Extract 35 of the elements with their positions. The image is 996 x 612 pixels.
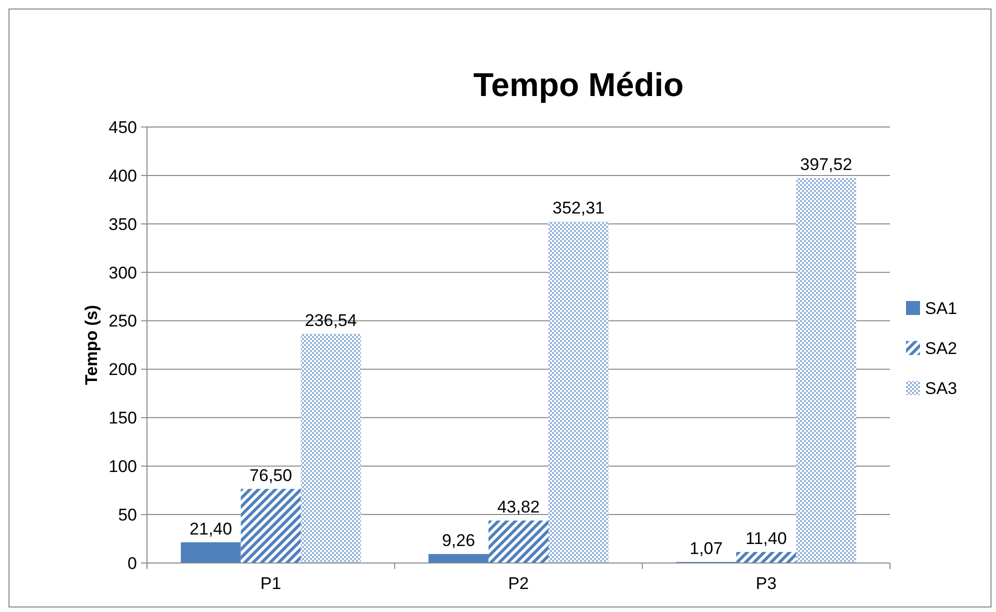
data-label: 352,31 bbox=[552, 198, 604, 218]
y-tick-label: 100 bbox=[108, 457, 137, 476]
bar bbox=[180, 542, 241, 563]
x-tick-label: P3 bbox=[756, 574, 777, 593]
data-label: 43,82 bbox=[497, 498, 540, 517]
data-label: 11,40 bbox=[746, 528, 787, 548]
y-tick-label: 50 bbox=[118, 506, 137, 525]
y-tick-label: 400 bbox=[108, 166, 137, 186]
data-label: 1,07 bbox=[690, 538, 723, 558]
y-tick-label: 200 bbox=[108, 360, 137, 380]
y-tick-label: 150 bbox=[108, 408, 137, 428]
bar bbox=[240, 488, 301, 563]
bar bbox=[300, 334, 361, 563]
y-tick-label: 350 bbox=[108, 214, 137, 234]
chart-title: Tempo Médio bbox=[473, 66, 684, 103]
data-label: 236,54 bbox=[304, 310, 357, 330]
bar bbox=[796, 178, 856, 563]
data-label: 397,52 bbox=[800, 154, 852, 174]
data-label: 9,26 bbox=[442, 531, 476, 550]
legend-label: SA1 bbox=[925, 298, 958, 318]
y-tick-label: 0 bbox=[128, 554, 137, 573]
bar bbox=[736, 552, 796, 563]
y-tick-label: 450 bbox=[108, 118, 137, 137]
y-tick-label: 250 bbox=[108, 312, 137, 331]
legend-label: SA3 bbox=[925, 378, 958, 398]
data-label: 76,50 bbox=[250, 466, 292, 485]
bar bbox=[428, 554, 488, 563]
legend-label: SA2 bbox=[925, 338, 958, 358]
bar bbox=[488, 520, 548, 563]
y-tick-label: 300 bbox=[108, 263, 137, 282]
y-axis-title: Tempo (s) bbox=[82, 305, 101, 385]
x-tick-label: P2 bbox=[508, 574, 529, 593]
x-tick-label: P1 bbox=[260, 574, 282, 593]
bar bbox=[548, 222, 608, 563]
data-label: 21,40 bbox=[190, 519, 232, 538]
